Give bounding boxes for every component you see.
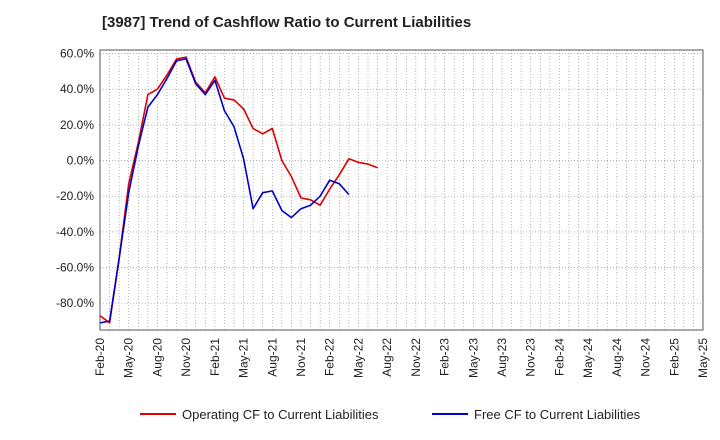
grid-layer [100, 50, 703, 330]
legend-label: Operating CF to Current Liabilities [182, 407, 379, 422]
y-tick-label: -20.0% [56, 189, 94, 203]
x-tick-label: Nov-20 [179, 338, 193, 377]
y-tick-label: 20.0% [60, 118, 94, 132]
x-tick-label: Aug-20 [150, 338, 164, 377]
x-tick-label: May-21 [237, 338, 251, 378]
x-tick-label: Nov-23 [524, 338, 538, 377]
x-tick-label: May-25 [696, 338, 710, 378]
plot-area-frame [99, 49, 704, 331]
y-tick-label: 40.0% [60, 82, 94, 96]
x-tick-label: Nov-22 [409, 338, 423, 377]
x-tick-label: Feb-22 [323, 338, 337, 376]
x-tick-label: Feb-25 [667, 338, 681, 376]
chart-title: [3987] Trend of Cashflow Ratio to Curren… [102, 14, 472, 31]
y-tick-label: -80.0% [56, 296, 94, 310]
y-tick-label: -40.0% [56, 225, 94, 239]
x-tick-label: Feb-24 [552, 338, 566, 376]
series-line-operating-cf [99, 56, 378, 324]
x-tick-label: Nov-21 [294, 338, 308, 377]
y-tick-label: 60.0% [60, 47, 94, 61]
x-tick-label: Feb-20 [93, 338, 107, 376]
x-tick-label: Feb-23 [438, 338, 452, 376]
series-line-free-cf [99, 58, 350, 324]
y-tick-label: -60.0% [56, 261, 94, 275]
y-tick-label: 0.0% [67, 154, 95, 168]
x-tick-label: May-20 [122, 338, 136, 378]
x-tick-label: Aug-23 [495, 338, 509, 377]
x-tick-label: May-23 [466, 338, 480, 378]
legend-label: Free CF to Current Liabilities [474, 407, 641, 422]
x-tick-label: Feb-21 [208, 338, 222, 376]
x-tick-label: Nov-24 [639, 338, 653, 377]
legend: Operating CF to Current Liabilities Free … [140, 407, 641, 422]
x-tick-label: Aug-21 [265, 338, 279, 377]
x-axis-ticks: Feb-20 May-20 Aug-20 Nov-20 Feb-21 May-21 Aug-… [93, 338, 710, 378]
x-tick-label: May-24 [581, 338, 595, 378]
y-axis-ticks: 60.0% 40.0% 20.0% 0.0% -20.0% -40.0% -60.0% -80… [56, 47, 94, 311]
x-tick-label: Aug-24 [610, 338, 624, 377]
series-layer [99, 56, 378, 324]
x-tick-label: Aug-22 [380, 338, 394, 377]
x-tick-label: May-22 [351, 338, 365, 378]
